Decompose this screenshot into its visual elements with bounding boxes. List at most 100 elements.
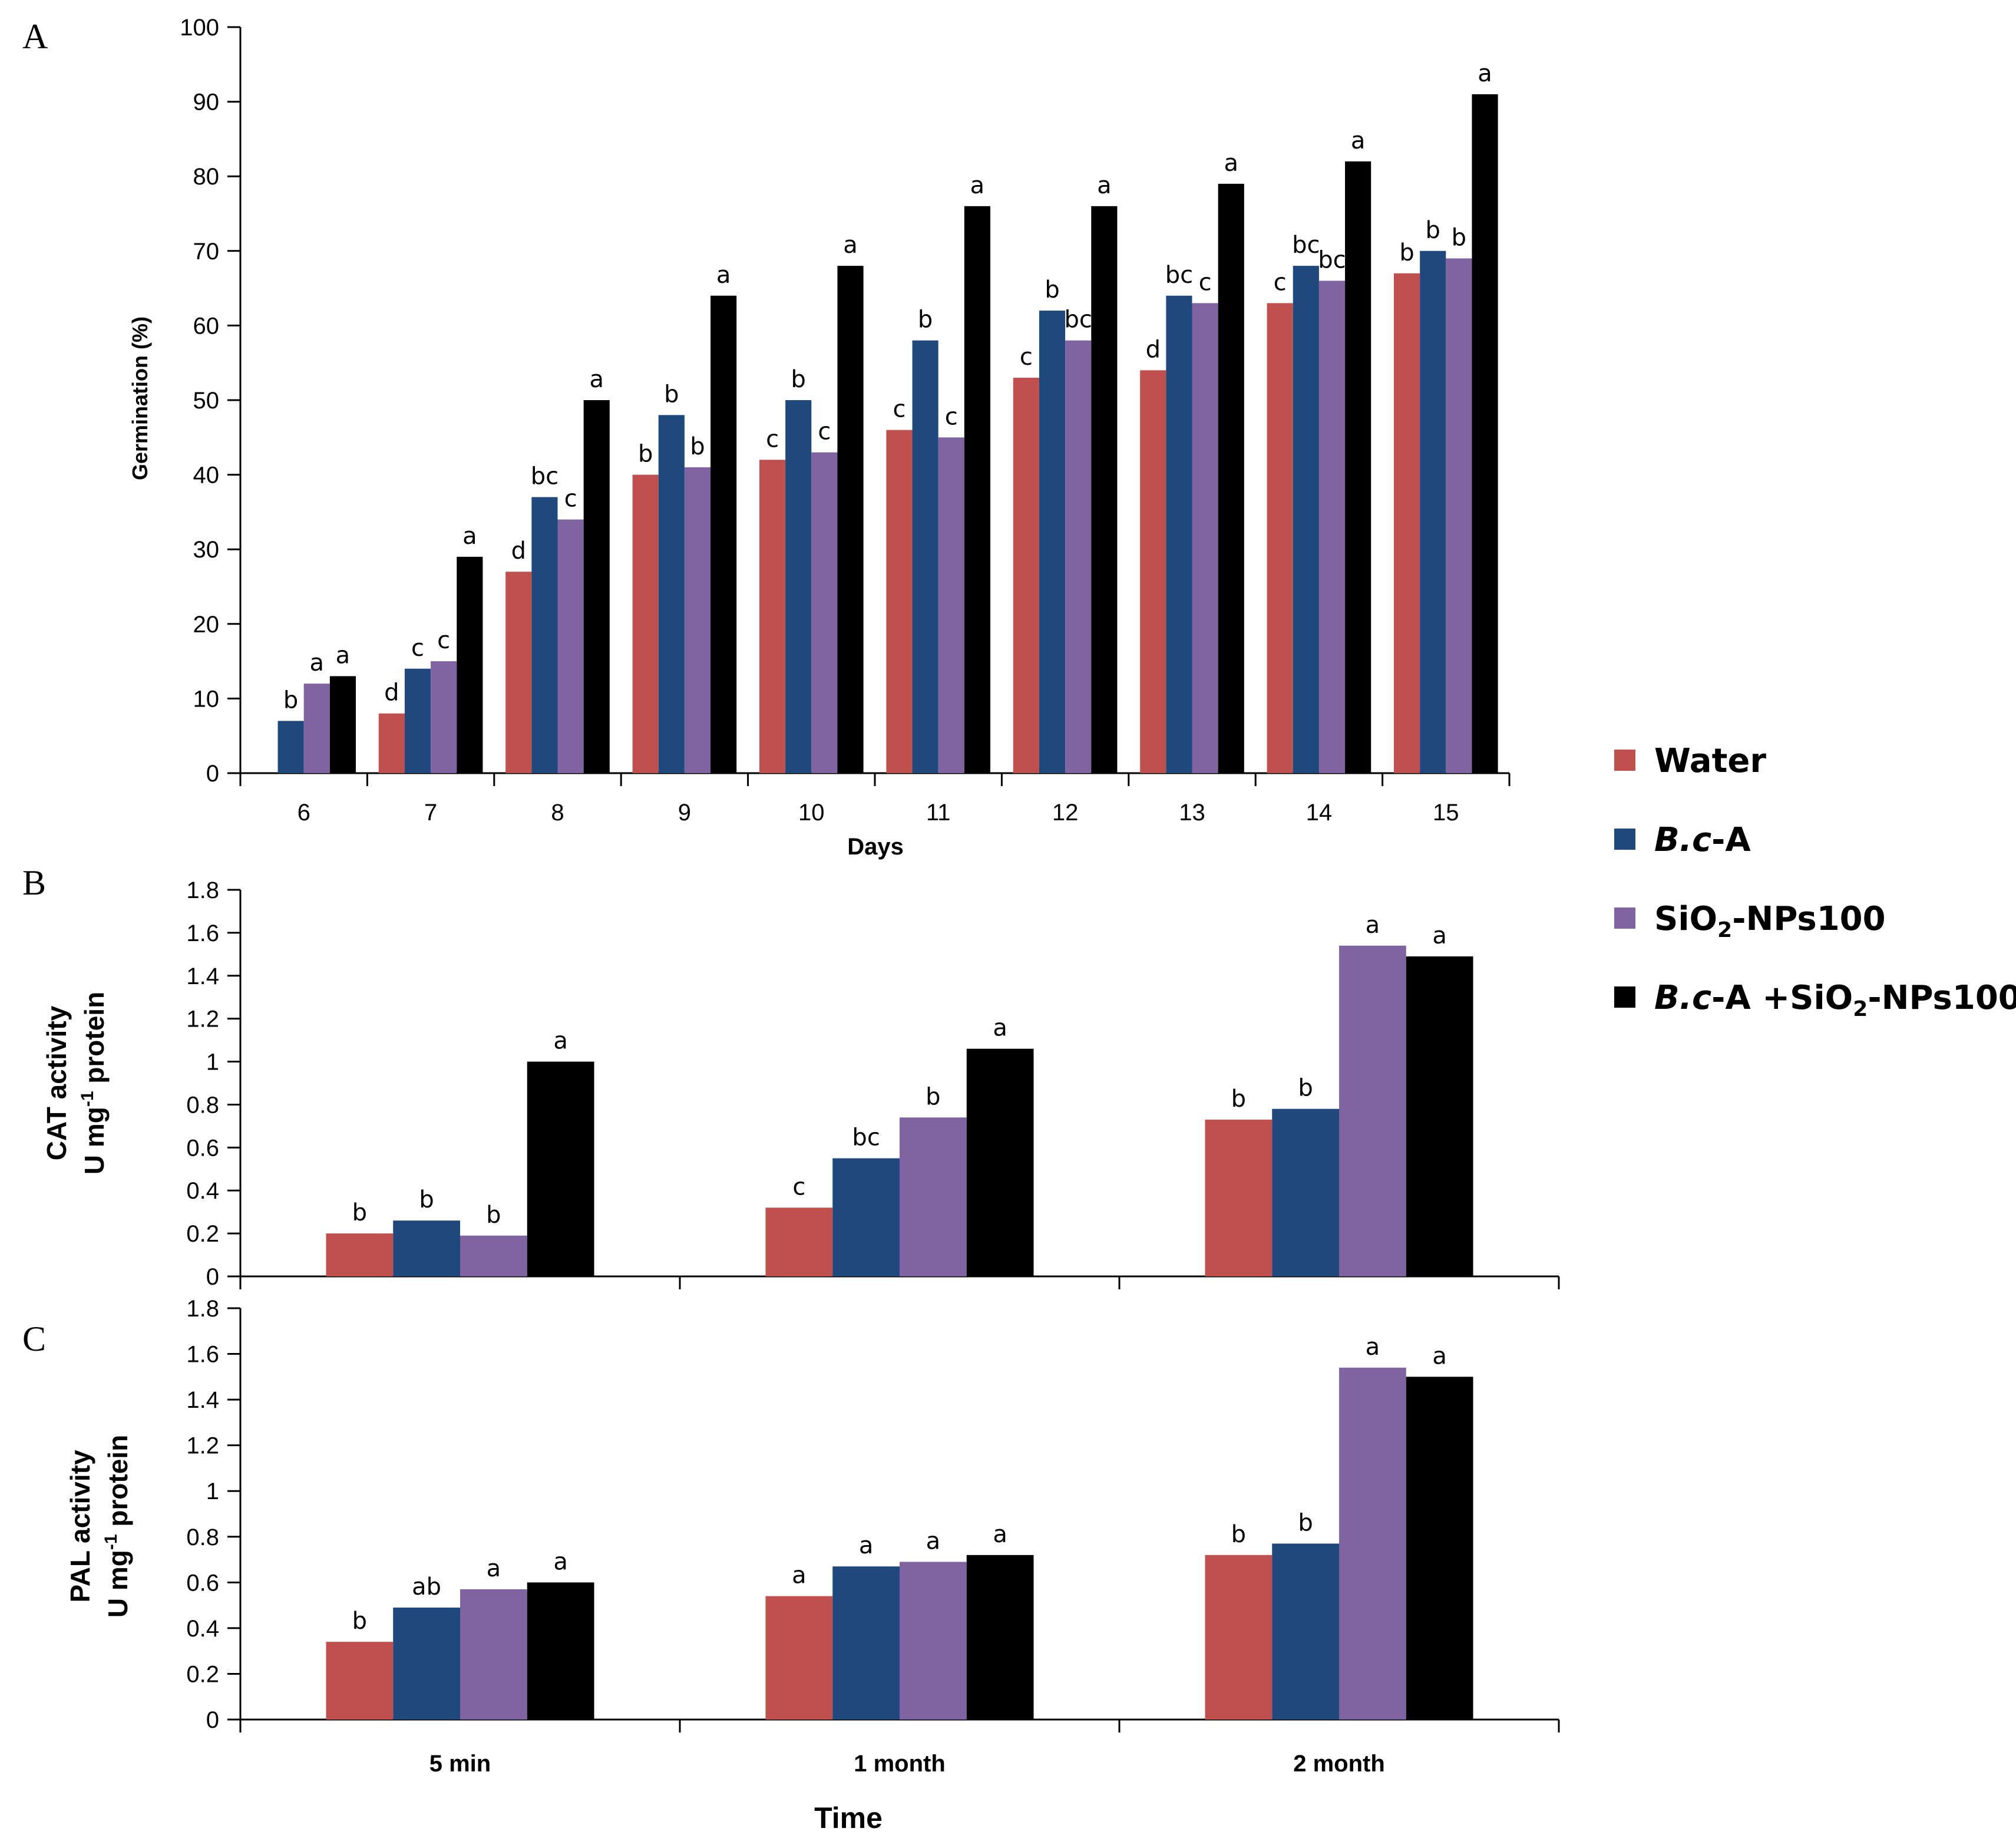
panel-a-significance-label: c (1274, 269, 1287, 296)
panel-b-y-tick-label: 0 (206, 1264, 219, 1290)
panel-b-significance-label: bc (852, 1124, 880, 1151)
panel-a-y-tick-label: 20 (193, 612, 220, 638)
panel-b-bar (1272, 1108, 1339, 1276)
panel-b-significance-label: b (419, 1186, 434, 1213)
panel-a-x-tick-label: 7 (424, 800, 437, 826)
panel-letter-b: B (22, 863, 46, 902)
panel-c-x-tick-label: 5 min (429, 1751, 491, 1777)
panel-a-bar (505, 572, 532, 773)
panel-a-bar (1192, 303, 1218, 773)
panel-a-bar (378, 713, 405, 773)
panel-a-significance-label: a (843, 232, 858, 259)
panel-a-significance-label: b (638, 441, 653, 468)
panel-a-y-tick-label: 80 (193, 164, 220, 190)
legend-swatch-combo (1614, 986, 1635, 1008)
panel-a-bar (277, 721, 304, 773)
panel-a-x-tick-label: 10 (798, 800, 825, 826)
panel-c-bar (765, 1596, 833, 1720)
panel-b-y-tick-label: 1.6 (186, 920, 219, 946)
panel-c-bar (1205, 1555, 1273, 1720)
panel-c-x-tick-label: 2 month (1293, 1751, 1385, 1777)
panel-a-bar (658, 415, 685, 773)
panel-a-x-tick-label: 6 (298, 800, 310, 826)
panel-a-bar (964, 206, 991, 774)
panel-a-bar (1166, 295, 1192, 773)
panel-c-bar (527, 1582, 594, 1720)
panel-a-significance-label: bc (1064, 306, 1092, 334)
panel-a-bar (785, 400, 812, 773)
panel-a-significance-label: b (791, 366, 806, 393)
panel-a-bar (1013, 378, 1039, 773)
panel-c-bar (1339, 1367, 1406, 1720)
panel-c-y-tick-label: 0.2 (186, 1661, 219, 1687)
panel-c-significance-label: a (1432, 1342, 1447, 1370)
panel-b-y-tick-label: 1 (206, 1050, 219, 1075)
panel-c-y-tick-label: 1.4 (186, 1387, 219, 1413)
panel-c-y-tick-label: 0.8 (186, 1524, 219, 1550)
panel-a-significance-label: a (589, 366, 604, 393)
panel-c-bar (326, 1642, 394, 1720)
panel-b-significance-label: b (486, 1202, 501, 1229)
panel-c-y-axis-title: PAL activity U mg-1 protein (65, 1435, 133, 1618)
panel-c-x-tick-label: 1 month (854, 1751, 946, 1777)
panel-a-y-axis-title: Germination (%) (128, 316, 152, 480)
panel-a-y-tick-label: 10 (193, 686, 220, 712)
panel-a-bar (1039, 311, 1066, 773)
panel-b-bar (900, 1117, 967, 1276)
panel-a-bar (938, 437, 964, 773)
panel-a-bar (837, 266, 864, 773)
panel-a-bar (684, 467, 711, 773)
panel-a-significance-label: a (1478, 60, 1492, 87)
legend-label-sio2: SiO2-NPs100 (1654, 900, 1886, 942)
panel-a-significance-label: a (1097, 172, 1112, 199)
panel-c-bar (832, 1566, 900, 1720)
panel-a-bar (1065, 340, 1092, 773)
panel-a-significance-label: bc (531, 463, 558, 490)
panel-a-significance-label: a (970, 172, 985, 199)
panel-a-y-tick-label: 30 (193, 537, 220, 563)
panel-a-bar (759, 460, 786, 773)
panel-a-x-tick-label: 9 (678, 800, 691, 826)
panel-c-bar (460, 1589, 527, 1720)
panel-a-bar (811, 452, 838, 773)
panel-a-bar (431, 661, 457, 773)
panel-a-x-tick-label: 12 (1052, 800, 1079, 826)
panel-c-significance-label: ab (412, 1573, 441, 1600)
panel-a-significance-label: bc (1165, 262, 1193, 289)
panel-c-significance-label: b (352, 1608, 367, 1635)
panel-a-y-tick-label: 0 (206, 761, 219, 787)
legend-swatch-sio2 (1614, 908, 1635, 929)
panel-b-y-title-line1: CAT activity (41, 1005, 72, 1160)
panel-b-bar (393, 1220, 460, 1276)
panel-b-significance-label: b (1298, 1075, 1313, 1102)
legend-bca-rest: -A (1711, 821, 1751, 859)
panel-a-significance-label: d (384, 679, 399, 707)
panel-a-significance-label: c (766, 425, 779, 453)
panel-letter-c: C (22, 1319, 46, 1358)
panel-a-significance-label: b (664, 381, 679, 408)
panel-c-y-tick-label: 1 (206, 1479, 219, 1504)
panel-b-bar (527, 1061, 594, 1276)
panel-b-bar (1205, 1119, 1273, 1276)
panel-a-significance-label: b (1426, 217, 1440, 244)
panel-b-significance-label: a (1366, 912, 1380, 939)
panel-a-significance-label: a (310, 649, 325, 676)
panel-a-x-axis-title: Days (847, 834, 904, 860)
panel-b-bar (460, 1235, 527, 1276)
panel-b-bar (765, 1207, 833, 1276)
panel-c-significance-label: a (993, 1521, 1007, 1548)
panel-a-significance-label: a (1224, 150, 1238, 177)
panel-c-y-title-line2: U mg-1 protein (101, 1435, 133, 1618)
panel-a-significance-label: b (918, 306, 933, 334)
panel-b-significance-label: a (993, 1015, 1007, 1042)
panel-a-bar (1393, 273, 1420, 773)
panel-a-y-tick-label: 50 (193, 388, 220, 414)
panel-a-significance-label: c (1020, 344, 1033, 371)
panel-a-significance-label: c (564, 486, 577, 513)
panel-a-bar (583, 400, 610, 773)
panel-a-significance-label: a (462, 523, 477, 550)
panel-a-bar (1420, 250, 1446, 773)
